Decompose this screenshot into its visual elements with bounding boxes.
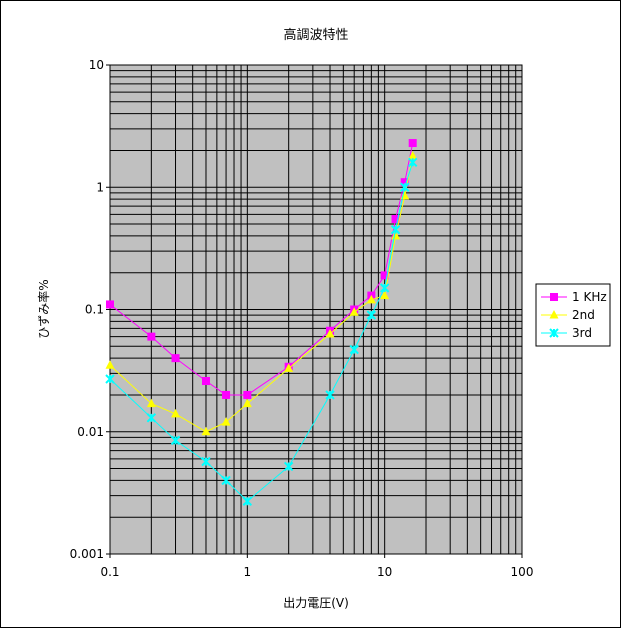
y-tick-label: 1 [96, 180, 104, 194]
data-point [201, 456, 211, 467]
grid-lines [110, 65, 522, 554]
data-point [349, 307, 359, 316]
data-point [105, 374, 115, 384]
data-point [349, 344, 359, 355]
legend-label: 2nd [572, 308, 595, 322]
data-point [408, 151, 418, 160]
data-point [366, 310, 377, 320]
data-point [170, 435, 181, 446]
series-line [109, 162, 414, 502]
data-point [366, 294, 376, 304]
data-point [390, 224, 401, 235]
data-point [147, 332, 156, 341]
data-point [407, 157, 418, 168]
data-point [408, 139, 417, 148]
data-point [243, 390, 252, 399]
data-point [171, 408, 181, 418]
data-point [106, 300, 114, 309]
data-point [380, 271, 389, 280]
data-point [549, 310, 559, 319]
legend: 1 KHz 2nd 3rd [535, 283, 611, 347]
data-point [391, 230, 401, 240]
y-tick-label: 0.01 [77, 425, 104, 439]
data-point [221, 475, 231, 486]
data-point [325, 329, 335, 338]
series-layer [105, 139, 418, 506]
legend-label: 3rd [572, 326, 592, 340]
chart-title: 高調波特性 [283, 27, 348, 43]
data-point [201, 377, 210, 386]
data-point [550, 293, 558, 301]
legend-item: 3rd [541, 326, 592, 340]
legend-item: 2nd [541, 308, 595, 322]
data-point [400, 178, 409, 187]
x-tick-label: 1 [244, 565, 252, 579]
series-2nd [105, 151, 418, 436]
data-point [325, 390, 335, 400]
series-3rd [105, 157, 418, 506]
data-point [379, 283, 390, 293]
data-point [146, 398, 156, 408]
x-tick-label: 100 [511, 565, 534, 579]
data-point [221, 417, 231, 426]
data-point [380, 290, 390, 300]
y-tick-label: 0.1 [85, 303, 104, 317]
data-point [201, 426, 211, 436]
y-tick-label: 0.001 [70, 547, 104, 561]
data-point [400, 182, 410, 192]
data-point [283, 461, 294, 472]
x-tick-label: 10 [377, 565, 392, 579]
y-axis-label: ひずみ率% [36, 279, 51, 338]
data-point [284, 363, 294, 372]
x-tick-label: 0.1 [100, 565, 119, 579]
data-point [171, 354, 180, 363]
series-line [109, 155, 414, 433]
data-point [242, 398, 252, 408]
data-point [391, 214, 400, 223]
data-point [146, 413, 157, 423]
tick-labels: 0.1 1 10 100 0.001 0.01 0.1 1 10 [70, 58, 534, 579]
x-axis-label: 出力電圧(V) [283, 596, 349, 610]
y-tick-label: 10 [89, 58, 104, 72]
data-point [222, 390, 231, 399]
data-point [105, 360, 115, 369]
legend-label: 1 KHz [572, 290, 607, 304]
data-point [549, 328, 559, 338]
legend-item: 1 KHz [541, 290, 607, 304]
data-point [242, 496, 253, 506]
